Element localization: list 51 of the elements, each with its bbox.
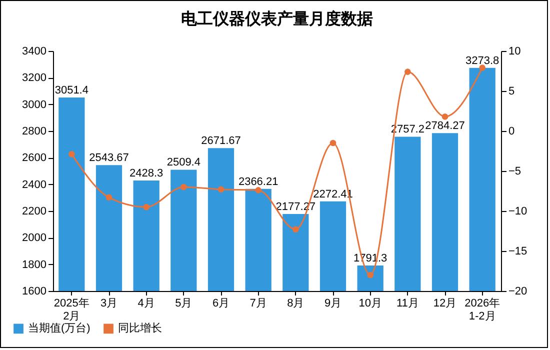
x-tick-label: 5月 xyxy=(175,298,192,310)
legend-label: 当期值(万台) xyxy=(28,322,90,335)
x-tick-label: 6月 xyxy=(212,298,230,310)
y2-tick-label: −5 xyxy=(508,166,522,178)
point xyxy=(255,187,262,194)
y-tick-label: 2800 xyxy=(22,126,46,138)
point xyxy=(218,186,224,193)
y-tick-label: 2600 xyxy=(22,152,46,164)
point xyxy=(292,226,299,233)
x-tick-label: 8月 xyxy=(287,298,304,310)
y-tick-label: 1600 xyxy=(22,286,46,298)
y2-tick-label: −10 xyxy=(508,206,528,218)
point xyxy=(68,151,75,158)
point xyxy=(442,113,448,120)
data-label: 2784.27 xyxy=(425,120,465,132)
y-tick-label: 3000 xyxy=(22,98,46,111)
y-tick-label: 2000 xyxy=(22,232,46,244)
x-tick-label: 10月 xyxy=(358,298,382,310)
data-label: 3051.4 xyxy=(54,84,88,96)
y-tick-label: 3200 xyxy=(22,72,46,84)
y2-tick-label: 10 xyxy=(508,46,521,58)
y2-tick-label: 5 xyxy=(508,86,515,98)
point xyxy=(106,194,112,201)
x-tick-label: 4月 xyxy=(138,298,155,310)
y2-tick-label: −20 xyxy=(508,286,528,298)
chart-title: 电工仪器仪表产量月度数据 xyxy=(181,9,373,28)
x-tick-label: 7月 xyxy=(250,298,267,310)
data-label: 2543.67 xyxy=(89,152,129,164)
data-label: 2366.21 xyxy=(238,176,278,188)
data-label: 2509.4 xyxy=(166,156,200,169)
legend-label: 同比增长 xyxy=(118,322,162,335)
point xyxy=(330,140,336,146)
point xyxy=(180,184,187,190)
data-label: 2428.3 xyxy=(130,168,164,180)
x-tick-label: 11月 xyxy=(396,298,419,310)
y-tick-label: 1800 xyxy=(22,258,46,271)
x-tick-label: 2026年 1-2月 xyxy=(464,298,500,322)
x-tick-label: 12月 xyxy=(433,298,457,310)
point xyxy=(404,68,411,75)
point xyxy=(479,64,486,71)
x-tick-label: 2025年 2月 xyxy=(54,298,90,322)
x-tick-label: 9月 xyxy=(324,298,342,310)
x-tick-label: 3月 xyxy=(100,298,118,310)
y2-tick-label: −15 xyxy=(508,246,528,258)
point xyxy=(143,204,150,210)
data-label: 3273.8 xyxy=(466,54,500,67)
y-tick-label: 3400 xyxy=(22,46,46,58)
data-label: 2671.67 xyxy=(201,135,241,148)
y-tick-label: 2400 xyxy=(22,178,46,191)
y2-tick-label: 0 xyxy=(508,126,515,138)
y-tick-label: 2200 xyxy=(22,206,46,218)
